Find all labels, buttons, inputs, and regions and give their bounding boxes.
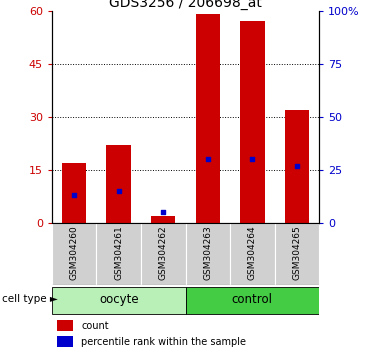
Text: GSM304264: GSM304264	[248, 225, 257, 280]
Bar	[186, 287, 319, 314]
Text: GSM304263: GSM304263	[203, 225, 212, 280]
Bar	[106, 145, 131, 223]
Point	[116, 188, 122, 194]
Title: GDS3256 / 206698_at: GDS3256 / 206698_at	[109, 0, 262, 10]
Text: GSM304260: GSM304260	[70, 225, 79, 280]
Bar	[57, 320, 73, 331]
Bar	[57, 336, 73, 347]
Bar	[240, 21, 265, 223]
Text: GSM304261: GSM304261	[114, 225, 123, 280]
Text: GSM304265: GSM304265	[292, 225, 301, 280]
Text: control: control	[232, 293, 273, 306]
Bar	[230, 223, 275, 285]
Text: count: count	[81, 321, 109, 331]
Bar	[52, 287, 186, 314]
Text: percentile rank within the sample: percentile rank within the sample	[81, 337, 246, 347]
Text: GSM304262: GSM304262	[159, 225, 168, 280]
Bar	[186, 223, 230, 285]
Bar	[52, 223, 96, 285]
Bar	[96, 223, 141, 285]
Bar	[141, 223, 186, 285]
Text: oocyte: oocyte	[99, 293, 138, 306]
Point	[294, 163, 300, 169]
Text: cell type ►: cell type ►	[2, 295, 58, 304]
Bar	[151, 216, 175, 223]
Bar	[275, 223, 319, 285]
Point	[205, 156, 211, 162]
Bar	[196, 14, 220, 223]
Bar	[285, 110, 309, 223]
Bar	[62, 163, 86, 223]
Point	[160, 210, 166, 215]
Point	[249, 156, 255, 162]
Point	[71, 193, 77, 198]
